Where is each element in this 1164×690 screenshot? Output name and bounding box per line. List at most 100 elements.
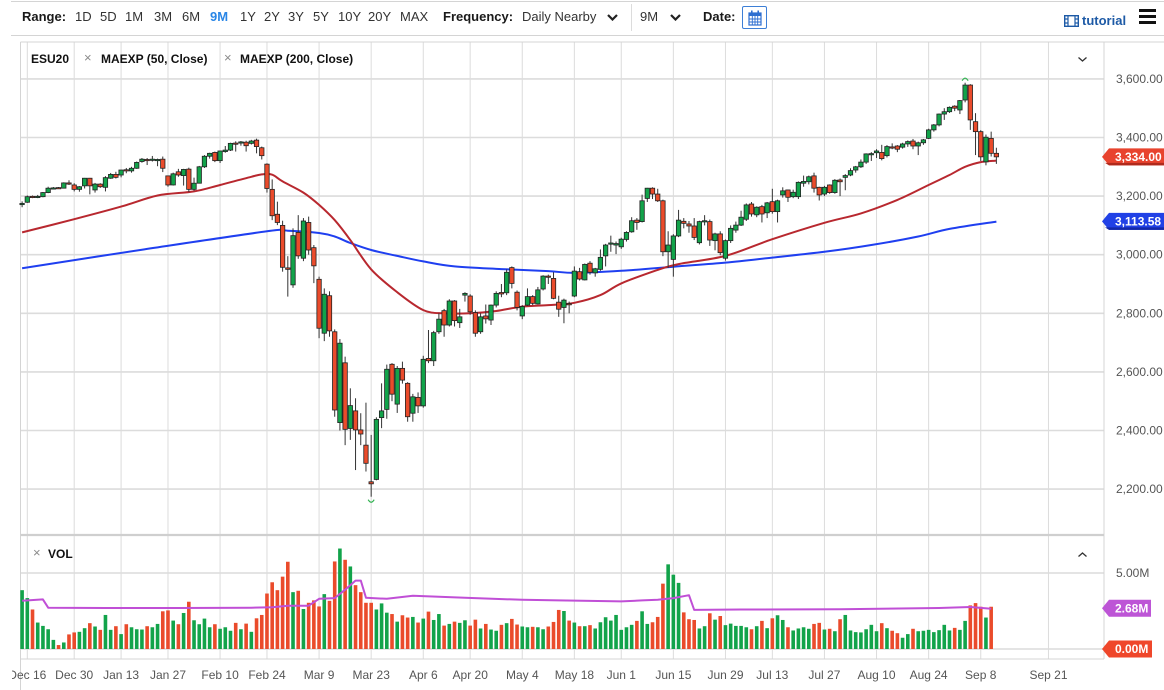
candle-body: [108, 174, 114, 179]
candle-body: [493, 292, 499, 306]
volume-bar: [629, 624, 634, 649]
candle-body: [556, 301, 562, 310]
candle: [967, 84, 973, 130]
axes: 3,600.00 3,400.00 3,200.00 3,000.00 2,800.00…: [12, 72, 1163, 682]
candle-body: [613, 243, 619, 246]
study-ema200-label[interactable]: MAEXP (200, Close): [240, 52, 354, 66]
volume-bar: [791, 630, 795, 649]
candle-body: [587, 262, 593, 273]
candle-body: [972, 121, 979, 133]
range-6m[interactable]: 6M: [182, 9, 201, 24]
period-dropdown[interactable]: 9M: [640, 9, 682, 25]
volume-bar: [546, 626, 551, 649]
chevron-down-icon[interactable]: [1077, 56, 1088, 63]
candle: [530, 295, 536, 306]
volume-bar: [681, 612, 686, 649]
volume-bar: [140, 629, 144, 649]
range-5d[interactable]: 5D: [100, 9, 117, 24]
volume-bar: [989, 606, 993, 649]
volume-bar: [504, 623, 509, 649]
volume-bar: [259, 614, 264, 649]
volume-bar: [525, 627, 530, 649]
volume-bar: [541, 629, 545, 649]
candle: [66, 180, 72, 185]
volume-axis-label: 5.00M: [1116, 566, 1149, 580]
volume-bar: [906, 634, 910, 649]
candle-body: [201, 155, 208, 168]
candle: [608, 235, 614, 252]
candle-body: [191, 182, 197, 190]
volume-bar: [400, 615, 405, 649]
range-1y[interactable]: 1Y: [240, 9, 256, 24]
candle: [415, 392, 421, 413]
candle-body: [154, 159, 161, 162]
chevron-down-icon: [670, 14, 681, 21]
calendar-icon: [748, 10, 762, 26]
volume-bar: [932, 632, 936, 649]
range-2y[interactable]: 2Y: [264, 9, 280, 24]
candle: [399, 361, 406, 384]
candle-body: [389, 363, 395, 395]
volume-bar: [207, 627, 212, 649]
volume-bar: [807, 628, 811, 649]
candle-body: [592, 268, 598, 274]
candle: [238, 141, 244, 146]
volume-bar: [499, 624, 504, 649]
candle: [910, 138, 916, 150]
candle-body: [118, 169, 124, 176]
candle-body: [681, 220, 687, 224]
candle: [899, 142, 906, 149]
range-20y[interactable]: 20Y: [368, 9, 392, 24]
remove-volume-close-icon[interactable]: ×: [33, 545, 41, 560]
study-ema50-label[interactable]: MAEXP (50, Close): [101, 52, 208, 66]
volume-bar: [598, 622, 603, 649]
volume-bar: [973, 603, 978, 649]
range-5y[interactable]: 5Y: [313, 9, 329, 24]
candle-body: [967, 84, 973, 121]
candle: [425, 330, 432, 364]
range-1m[interactable]: 1M: [125, 9, 144, 24]
range-10y[interactable]: 10Y: [338, 9, 362, 24]
high-marker-icon: [961, 77, 969, 82]
candle: [837, 178, 843, 197]
x-axis-label: Apr 6: [409, 668, 438, 682]
menu-button[interactable]: [1139, 9, 1156, 24]
candle: [76, 186, 83, 192]
volume-bar: [551, 621, 556, 649]
volume-bar: [171, 620, 175, 649]
price-axis-label: 2,400.00: [1116, 424, 1163, 438]
chevron-up-icon[interactable]: [1077, 551, 1088, 558]
candle-body: [358, 429, 364, 435]
frequency-dropdown[interactable]: Daily Nearby: [522, 9, 620, 25]
x-axis-label: Jul 27: [808, 668, 840, 682]
range-3m[interactable]: 3M: [154, 9, 173, 24]
volume-bar: [765, 628, 769, 649]
candle: [154, 158, 161, 167]
volume-bar: [202, 618, 207, 649]
date-picker-button[interactable]: [742, 6, 767, 29]
range-max[interactable]: MAX: [400, 9, 429, 24]
ema200-line: [21, 220, 997, 274]
candle: [40, 192, 46, 198]
volume-bar: [374, 609, 379, 649]
candle-body: [368, 481, 374, 485]
remove-ema50-close-icon[interactable]: ×: [84, 50, 92, 65]
candle: [920, 138, 927, 145]
volume-bar: [353, 585, 358, 649]
candle-body: [603, 244, 609, 257]
candle-body: [472, 312, 478, 334]
candle: [894, 145, 900, 153]
candle-body: [504, 271, 510, 294]
range-9m[interactable]: 9M: [210, 9, 229, 24]
volume-bars: [20, 548, 993, 649]
volume-bar: [890, 630, 894, 649]
candle: [279, 220, 286, 272]
range-3y[interactable]: 3Y: [288, 9, 304, 24]
candle-body: [87, 177, 93, 187]
remove-ema200-close-icon[interactable]: ×: [224, 50, 232, 65]
volume-bar: [473, 619, 478, 649]
x-axis-label: Jul 13: [756, 668, 788, 682]
volume-bar: [145, 626, 149, 649]
range-1d[interactable]: 1D: [75, 9, 92, 24]
